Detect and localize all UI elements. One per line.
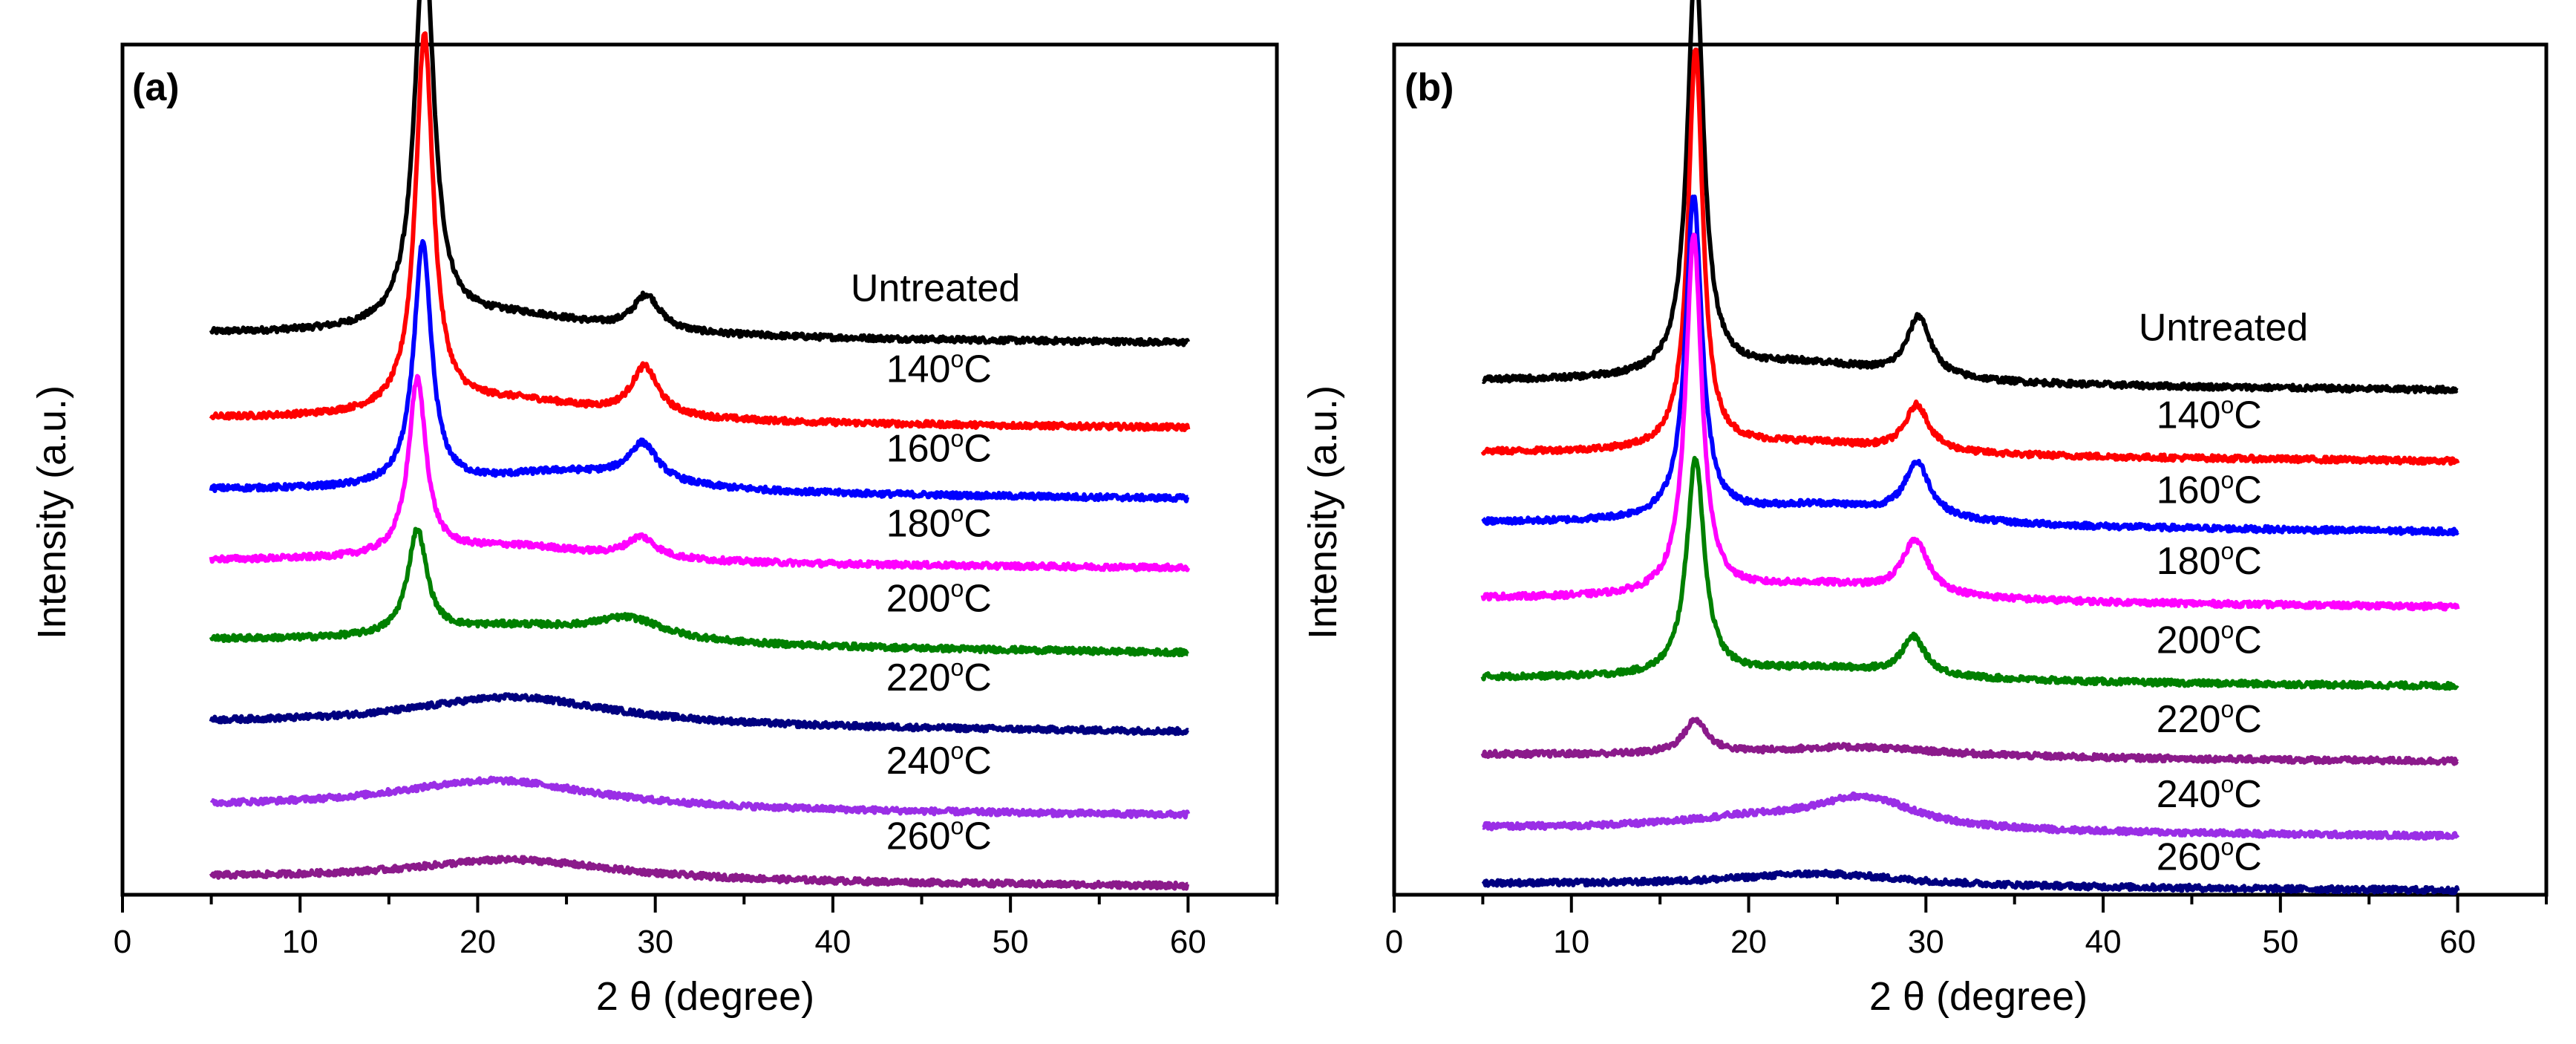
panel-a-x-axis-title: 2 θ (degree) — [596, 974, 814, 1019]
panel-a-series-6-label: 240oC — [886, 737, 992, 783]
panel-b-x-tick-label: 0 — [1385, 924, 1403, 960]
panel-a-series-6-line — [209, 775, 1191, 820]
panel-b-series-6-label: 240oC — [2157, 771, 2262, 816]
panel-a-series-7-label: 260oC — [886, 812, 992, 858]
panel-b-series-6-line — [1481, 791, 2460, 841]
panel-b-series-4-line — [1480, 455, 2459, 691]
panel-a-series-0-line — [209, 0, 1191, 348]
panel-b-x-tick-label: 60 — [2439, 924, 2476, 960]
panel-a-series-7-line — [209, 855, 1190, 891]
panel-b-x-tick-label: 50 — [2262, 924, 2298, 960]
panel-a-x-tick-label: 10 — [282, 924, 318, 960]
panel-a-y-axis-title: Intensity (a.u.) — [30, 385, 74, 639]
panel-b-y-axis-title: Intensity (a.u.) — [1301, 385, 1345, 639]
panel-b-series-0-label: Untreated — [2139, 307, 2308, 350]
panel-a-x-tick-label: 20 — [460, 924, 496, 960]
panel-a-x-tick-label: 60 — [1170, 924, 1206, 960]
panel-b-letter: (b) — [1405, 66, 1454, 109]
panel-a-series-5-line — [209, 692, 1190, 737]
panel-a-x-tick-label: 40 — [814, 924, 851, 960]
panel-b-x-axis-title: 2 θ (degree) — [1869, 974, 2088, 1019]
panel-b-series-7-line — [1481, 868, 2460, 895]
panel-a-series-0-label: Untreated — [851, 267, 1020, 310]
panel-b-x-tick-label: 30 — [1908, 924, 1944, 960]
panel-b-plot-frame — [1392, 42, 2549, 897]
panel-b-series-3-label: 180oC — [2157, 538, 2262, 583]
panel-b-series-2-line — [1481, 195, 2459, 537]
panel-b-x-tick-label: 10 — [1553, 924, 1589, 960]
panel-a: (a) 2 θ (degree) Intensity (a.u.) 0 10 20 3… — [30, 0, 1279, 1019]
panel-a-plot-frame — [120, 42, 1279, 897]
panel-a-series-2-line — [209, 238, 1190, 503]
panel-a-series-4-label: 200oC — [886, 575, 992, 620]
panel-b-series-2-label: 160oC — [2157, 466, 2262, 512]
panel-b-series-1-line — [1480, 48, 2460, 466]
panel-b-series-5-line — [1480, 717, 2459, 766]
panel-b-x-tick-label: 20 — [1730, 924, 1767, 960]
panel-a-series-1-label: 140oC — [886, 346, 992, 391]
panel-b-series-7-label: 260oC — [2157, 833, 2262, 878]
panel-b: (b) 2 θ (degree) Intensity (a.u.) 0 10 20 3… — [1301, 0, 2549, 1019]
panel-a-series-3-label: 180oC — [886, 500, 992, 545]
panel-a-series-3-line — [209, 373, 1191, 572]
panel-b-series-5-label: 220oC — [2157, 696, 2262, 741]
panel-a-series-5-label: 220oC — [886, 654, 992, 699]
panel-a-series-4-line — [209, 526, 1190, 658]
panel-a-letter: (a) — [132, 66, 180, 109]
panel-a-x-tick-label: 0 — [114, 924, 131, 960]
panel-a-x-tick-label: 30 — [637, 924, 673, 960]
panel-b-series-3-line — [1480, 232, 2460, 612]
panel-a-x-tick-label: 50 — [993, 924, 1029, 960]
panel-b-series-1-label: 140oC — [2157, 391, 2262, 437]
panel-a-series-1-line — [209, 31, 1191, 432]
panel-b-series-4-label: 200oC — [2157, 616, 2262, 662]
panel-a-series-2-label: 160oC — [886, 425, 992, 470]
panel-b-series-0-line — [1481, 0, 2459, 395]
panel-b-x-tick-label: 40 — [2085, 924, 2122, 960]
